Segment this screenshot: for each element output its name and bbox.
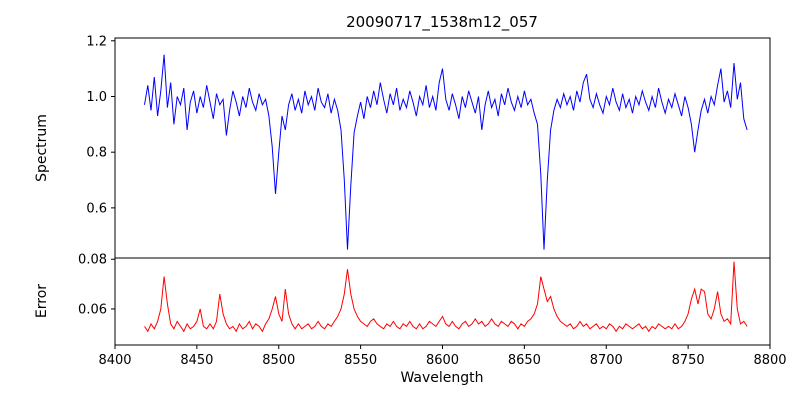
x-tick-label: 8550 <box>344 353 377 368</box>
y-tick-label: 0.06 <box>78 302 107 317</box>
chart-title: 20090717_1538m12_057 <box>346 13 538 32</box>
x-tick-label: 8800 <box>753 353 786 368</box>
plot-area: 0.6 0.8 1.0 1.2 0.06 0.08 8400 8450 8500 8550 8600… <box>78 34 787 368</box>
y-tick-label: 1.0 <box>86 90 107 105</box>
y-tick-label: 0.6 <box>86 201 107 216</box>
spectrum-line <box>144 54 748 250</box>
x-tick-label: 8600 <box>426 353 459 368</box>
x-tick-label: 8450 <box>180 353 213 368</box>
x-tick-label: 8500 <box>262 353 295 368</box>
y-axis-label-spectrum: Spectrum <box>34 114 50 182</box>
error-line <box>144 261 748 333</box>
x-axis-label: Wavelength <box>400 370 483 386</box>
y-tick-label: 1.2 <box>86 34 107 49</box>
x-tick-label: 8750 <box>672 353 705 368</box>
x-tick-label: 8700 <box>590 353 623 368</box>
y-axis-label-error: Error <box>34 284 50 318</box>
y-tick-label: 0.08 <box>78 253 107 268</box>
y-tick-label: 0.8 <box>86 146 107 161</box>
x-tick-label: 8650 <box>508 353 541 368</box>
x-tick-label: 8400 <box>98 353 131 368</box>
